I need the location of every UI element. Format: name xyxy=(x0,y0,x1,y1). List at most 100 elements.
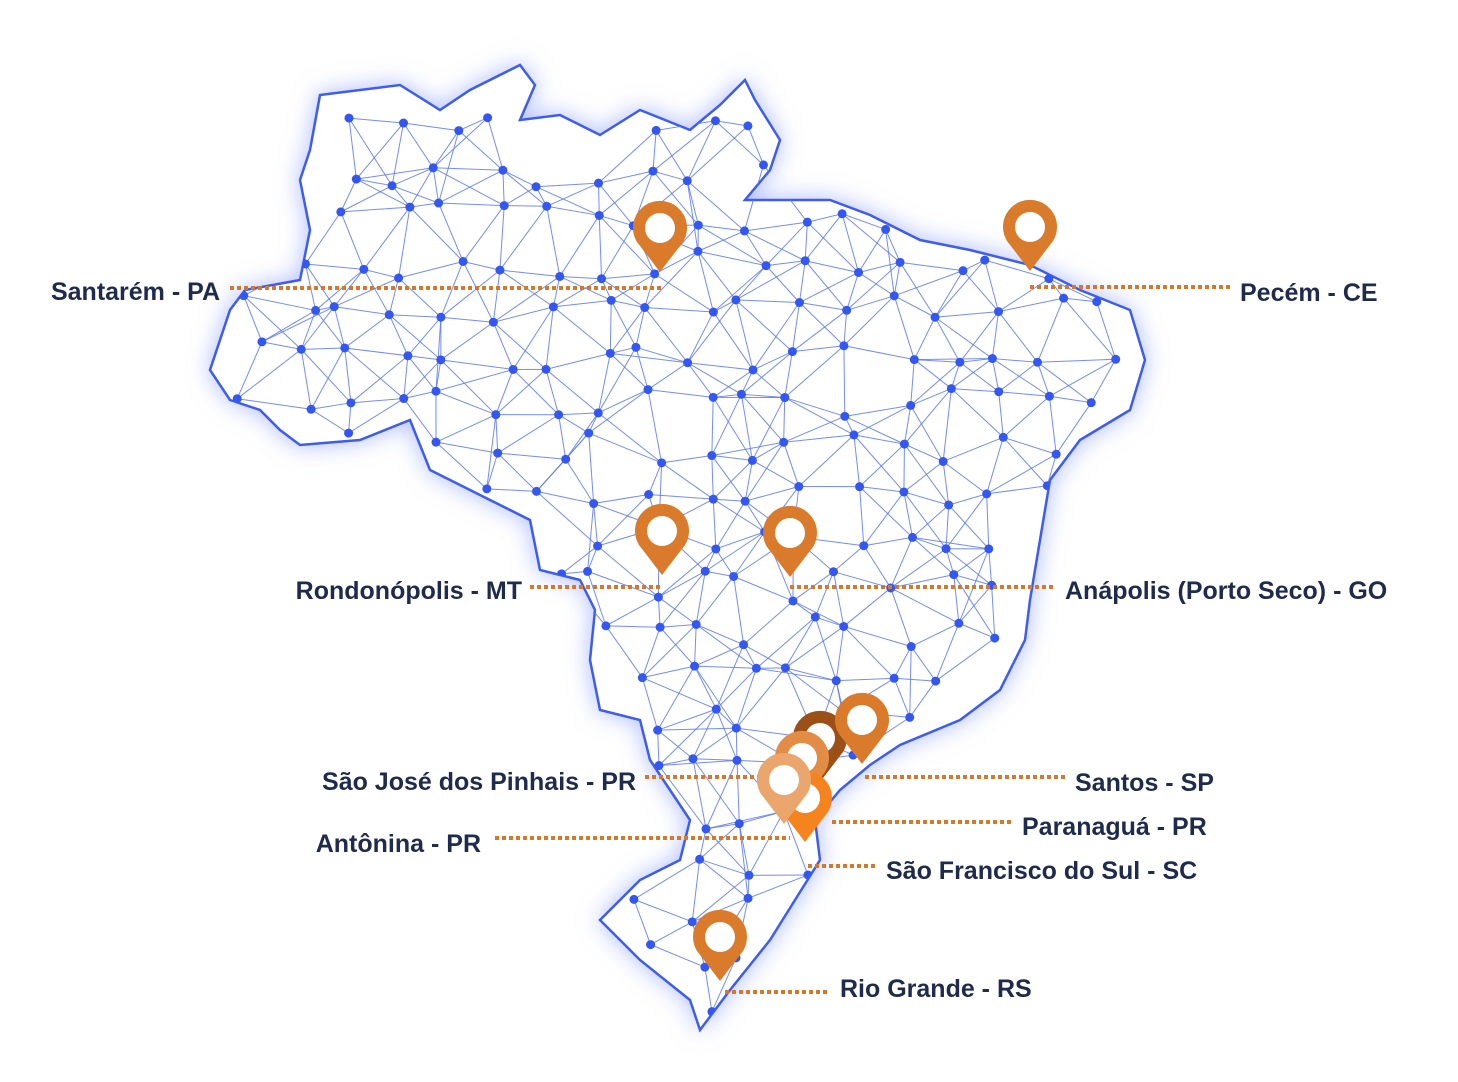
mesh-line xyxy=(545,368,599,414)
mesh-line xyxy=(642,665,695,679)
mesh-line xyxy=(913,317,936,360)
mesh-line xyxy=(958,584,992,624)
mesh-line xyxy=(658,596,697,625)
mesh-line xyxy=(958,622,995,639)
mesh-node xyxy=(708,392,718,402)
mesh-node xyxy=(736,389,746,399)
mesh-node xyxy=(944,500,954,510)
mesh-line xyxy=(814,616,837,681)
mesh-node xyxy=(701,824,711,834)
mesh-line xyxy=(859,486,904,493)
mesh-line xyxy=(687,362,742,395)
mesh-line xyxy=(835,626,845,681)
mesh-line xyxy=(859,486,865,546)
mesh-line xyxy=(310,408,349,434)
pin xyxy=(634,503,689,575)
mesh-line xyxy=(311,402,352,410)
mesh-line xyxy=(340,185,393,213)
mesh-line xyxy=(1096,301,1117,360)
mesh-node xyxy=(399,118,409,128)
mesh-line xyxy=(658,759,738,767)
location-label: Santos - SP xyxy=(1075,769,1214,797)
mesh-line xyxy=(984,259,1050,280)
mesh-node xyxy=(344,428,354,438)
mesh-line xyxy=(998,391,1004,438)
mesh-line xyxy=(903,405,912,445)
mesh-line xyxy=(914,359,960,363)
mesh-line xyxy=(853,434,905,493)
mesh-line xyxy=(910,361,961,406)
mesh-node xyxy=(637,673,647,683)
mesh-line xyxy=(741,393,785,443)
mesh-line xyxy=(783,434,854,443)
mesh-line xyxy=(601,225,634,279)
mesh-line xyxy=(356,178,411,208)
mesh-line xyxy=(912,536,989,550)
mesh-node xyxy=(906,400,916,410)
mesh-line xyxy=(440,316,494,323)
mesh-line xyxy=(903,444,905,492)
mesh-line xyxy=(1037,361,1092,404)
mesh-line xyxy=(715,120,764,166)
mesh-node xyxy=(941,544,951,554)
mesh-line xyxy=(859,443,905,488)
mesh-line xyxy=(893,262,901,296)
mesh-line xyxy=(356,167,434,180)
mesh-node xyxy=(984,544,994,554)
mesh-line xyxy=(300,349,352,404)
mesh-node xyxy=(994,307,1004,317)
mesh-node xyxy=(931,676,941,686)
mesh-line xyxy=(597,412,662,464)
mesh-line xyxy=(692,708,717,759)
mesh-node xyxy=(938,456,948,466)
mesh-node xyxy=(779,437,789,447)
mesh-node xyxy=(499,201,509,211)
mesh-line xyxy=(807,221,859,273)
mesh-node xyxy=(431,386,441,396)
mesh-node xyxy=(780,393,790,403)
mesh-line xyxy=(846,272,859,311)
mesh-line xyxy=(660,623,697,628)
mesh-line xyxy=(699,858,749,899)
mesh-line xyxy=(715,644,745,710)
mesh-node xyxy=(711,704,721,714)
mesh-line xyxy=(438,202,505,207)
mesh-line xyxy=(858,229,887,273)
mesh-node xyxy=(732,755,742,765)
mesh-line xyxy=(942,461,987,495)
mesh-line xyxy=(841,213,886,230)
mesh-line xyxy=(694,644,744,667)
mesh-node xyxy=(654,761,664,771)
mesh-line xyxy=(644,307,714,313)
mesh-node xyxy=(594,210,604,220)
mesh-line xyxy=(807,213,843,223)
mesh-node xyxy=(761,261,771,271)
mesh-node xyxy=(387,181,397,191)
mesh-node xyxy=(842,305,852,315)
mesh-line xyxy=(843,587,892,627)
mesh-line xyxy=(988,548,993,586)
mesh-line xyxy=(440,321,494,361)
mesh-node xyxy=(909,355,919,365)
mesh-line xyxy=(711,455,753,461)
mesh-node xyxy=(839,621,849,631)
mesh-node xyxy=(1092,297,1102,307)
mesh-line xyxy=(687,299,737,364)
mesh-node xyxy=(561,454,571,464)
mesh-line xyxy=(687,311,714,363)
mesh-node xyxy=(605,348,615,358)
labels: Santarém - PA Pecém - CE Rondonópolis - MT… xyxy=(51,278,1387,1003)
mesh-line xyxy=(951,358,993,389)
mesh-line xyxy=(657,730,660,766)
mesh-node xyxy=(955,357,965,367)
mesh-node xyxy=(695,854,705,864)
mesh-line xyxy=(910,388,952,406)
mesh-line xyxy=(713,498,746,502)
mesh-line xyxy=(894,270,964,297)
mesh-node xyxy=(691,619,701,629)
mesh-node xyxy=(606,295,616,305)
mesh-line xyxy=(661,462,714,500)
mesh-line xyxy=(495,369,514,415)
mesh-line xyxy=(694,665,757,669)
mesh-line xyxy=(647,389,714,398)
